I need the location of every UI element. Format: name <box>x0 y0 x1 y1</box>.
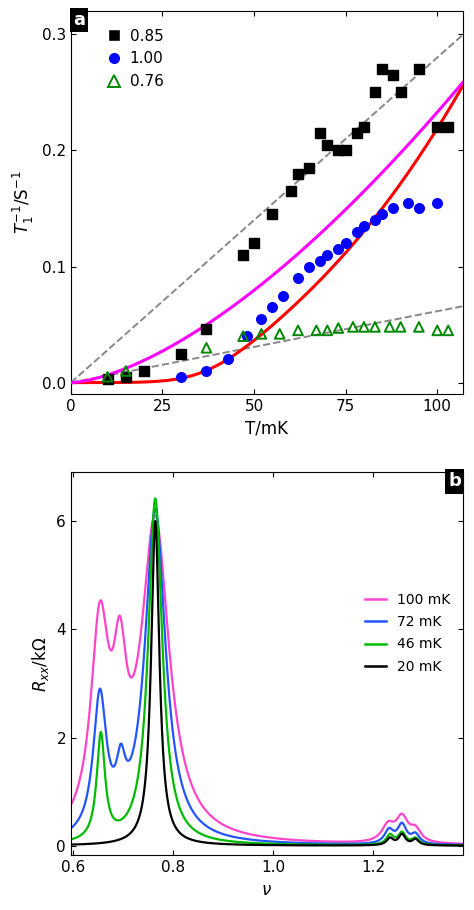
Point <box>397 319 404 334</box>
Point <box>294 323 302 338</box>
Point <box>140 364 148 379</box>
Point <box>433 323 441 338</box>
X-axis label: T/mK: T/mK <box>246 420 288 438</box>
Point <box>371 319 379 334</box>
Point <box>342 143 349 157</box>
Point <box>104 372 111 387</box>
Point <box>257 327 265 341</box>
Point <box>269 207 276 221</box>
Legend: 100 mK, 72 mK, 46 mK, 20 mK: 100 mK, 72 mK, 46 mK, 20 mK <box>360 587 456 680</box>
Point <box>305 160 313 175</box>
Point <box>445 323 452 338</box>
Point <box>243 329 251 343</box>
Point <box>203 340 210 355</box>
Point <box>360 120 368 135</box>
Point <box>404 196 412 210</box>
Text: b: b <box>448 472 461 490</box>
Point <box>390 201 397 216</box>
Point <box>371 213 379 228</box>
Point <box>433 120 441 135</box>
Point <box>386 319 393 334</box>
Point <box>312 323 320 338</box>
X-axis label: $\nu$: $\nu$ <box>262 881 273 899</box>
Point <box>316 126 324 140</box>
Point <box>415 201 423 216</box>
Point <box>122 369 129 384</box>
Point <box>324 323 331 338</box>
Point <box>250 236 258 250</box>
Point <box>239 248 247 262</box>
Point <box>324 137 331 152</box>
Point <box>353 225 360 239</box>
Point <box>225 352 232 367</box>
Point <box>287 184 294 198</box>
Point <box>415 62 423 76</box>
Legend: 0.85, 1.00, 0.76: 0.85, 1.00, 0.76 <box>102 23 170 95</box>
Point <box>177 347 184 361</box>
Point <box>335 143 342 157</box>
Point <box>353 126 360 140</box>
Point <box>122 364 129 379</box>
Point <box>203 322 210 337</box>
Point <box>316 253 324 268</box>
Point <box>294 167 302 181</box>
Point <box>433 196 441 210</box>
Point <box>239 329 247 343</box>
Point <box>335 242 342 257</box>
Point <box>324 248 331 262</box>
Point <box>379 207 386 221</box>
Point <box>294 271 302 286</box>
Text: a: a <box>73 11 85 29</box>
Point <box>390 67 397 82</box>
Point <box>269 300 276 315</box>
Point <box>276 327 283 341</box>
Point <box>371 86 379 100</box>
Point <box>415 319 423 334</box>
Point <box>349 319 357 334</box>
Point <box>360 319 368 334</box>
Point <box>379 62 386 76</box>
Point <box>104 369 111 384</box>
Point <box>342 236 349 250</box>
Point <box>445 120 452 135</box>
Point <box>397 86 404 100</box>
Y-axis label: $R_{xx}$/k$\Omega$: $R_{xx}$/k$\Omega$ <box>30 636 51 692</box>
Point <box>360 218 368 233</box>
Point <box>280 288 287 303</box>
Point <box>177 369 184 384</box>
Point <box>257 311 265 326</box>
Point <box>335 320 342 335</box>
Point <box>305 259 313 274</box>
Y-axis label: $T_1^{-1}$/S$^{-1}$: $T_1^{-1}$/S$^{-1}$ <box>11 171 36 235</box>
Point <box>203 364 210 379</box>
